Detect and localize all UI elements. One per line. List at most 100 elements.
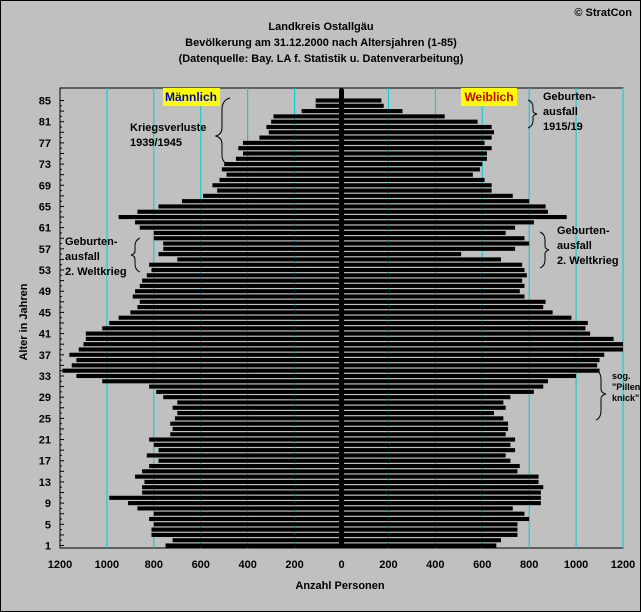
bar-male [149, 262, 342, 267]
bar-male [271, 119, 342, 124]
bar-female [341, 283, 525, 288]
bar-male [153, 511, 342, 516]
bar-male [144, 479, 342, 484]
bar-female [341, 342, 623, 347]
y-tick-label: 25 [39, 413, 51, 425]
bar-male [137, 305, 342, 310]
x-tick-label: 400 [238, 559, 256, 571]
bar-female [341, 315, 572, 320]
x-tick-label: 1000 [95, 559, 119, 571]
bar-male [139, 283, 342, 288]
annotation-line: Geburten- [543, 91, 596, 103]
bar-female [341, 331, 591, 336]
annotation-line: Kriegsverluste [130, 122, 206, 134]
bar-male [149, 463, 342, 469]
bar-female [341, 379, 548, 384]
annotation-line: knick" [612, 393, 639, 403]
y-tick-label: 13 [39, 477, 51, 489]
bar-female [341, 453, 506, 458]
bar-male [170, 432, 342, 437]
bar-male [151, 267, 342, 273]
bar-female [341, 469, 518, 474]
annotation-line: 1939/1945 [130, 137, 182, 149]
bar-female [341, 273, 527, 278]
bar-male [137, 209, 342, 214]
bar-male [135, 474, 342, 479]
bar-male [273, 114, 342, 119]
bar-male [177, 411, 342, 416]
y-tick-label: 57 [39, 244, 51, 256]
bar-female [341, 246, 516, 251]
annotation-geburtenausfall-male: Geburten- ausfall 2. Weltkrieg [65, 236, 141, 278]
bar-female [341, 527, 518, 532]
bar-female [341, 98, 382, 103]
bar-male [71, 363, 342, 368]
chart-subtitle: Bevölkerung am 31.12.2000 nach Altersjah… [185, 37, 457, 49]
bar-male [217, 188, 342, 193]
y-axis-title: Alter in Jahren [18, 283, 30, 360]
bar-male [219, 177, 342, 183]
y-tick-label: 81 [39, 117, 51, 129]
bar-male [142, 278, 342, 283]
bar-female [341, 299, 546, 304]
bar-male [139, 225, 342, 230]
y-tick-label: 17 [39, 456, 51, 468]
bar-male [151, 527, 342, 532]
bar-male [132, 294, 342, 299]
bar-male [153, 522, 342, 527]
bar-female [341, 204, 546, 209]
bar-female [341, 135, 492, 140]
bar-female [341, 479, 539, 484]
bar-female [341, 188, 492, 193]
bar-male [268, 130, 342, 135]
bar-male [165, 543, 342, 548]
bar-male [163, 246, 342, 251]
bar-male [76, 373, 342, 379]
bar-male [76, 358, 342, 363]
bar-male [238, 146, 342, 151]
annotation-line: ausfall [557, 240, 592, 252]
center-axis [339, 88, 344, 548]
bar-male [149, 437, 342, 442]
bar-female [341, 294, 525, 299]
bar-male [85, 331, 342, 336]
x-tick-label: 400 [426, 559, 444, 571]
bar-female [341, 305, 544, 310]
bar-male [172, 405, 342, 410]
bar-female [341, 146, 492, 151]
bar-female [341, 236, 525, 241]
bar-male [62, 368, 342, 373]
bar-male [203, 193, 342, 198]
bar-female [341, 490, 541, 495]
bar-male [235, 156, 342, 161]
bar-male [135, 289, 342, 294]
bar-female [341, 257, 502, 262]
bar-female [341, 474, 539, 479]
bar-male [259, 135, 342, 140]
bar-male [153, 236, 342, 241]
bar-male [142, 485, 342, 490]
bar-male [102, 326, 342, 331]
bar-female [341, 326, 586, 331]
bar-female [341, 373, 577, 379]
bar-male [83, 342, 342, 347]
bar-female [341, 501, 541, 506]
bar-male [212, 183, 342, 188]
annotation-brace [214, 97, 231, 166]
bar-male [172, 538, 342, 543]
bar-female [341, 532, 518, 537]
bar-female [341, 448, 516, 453]
y-tick-label: 9 [45, 498, 51, 510]
annotation-line: 2. Weltkrieg [557, 255, 619, 267]
bar-female [341, 252, 462, 257]
x-tick-label: 1000 [564, 559, 588, 571]
bar-female [341, 384, 544, 389]
bar-female [341, 177, 485, 183]
bar-female [341, 199, 530, 204]
bar-male [315, 103, 342, 108]
bar-female [341, 140, 485, 145]
bar-male [142, 490, 342, 495]
bar-male [135, 220, 342, 225]
bar-female [341, 162, 483, 167]
x-tick-label: 600 [192, 559, 210, 571]
